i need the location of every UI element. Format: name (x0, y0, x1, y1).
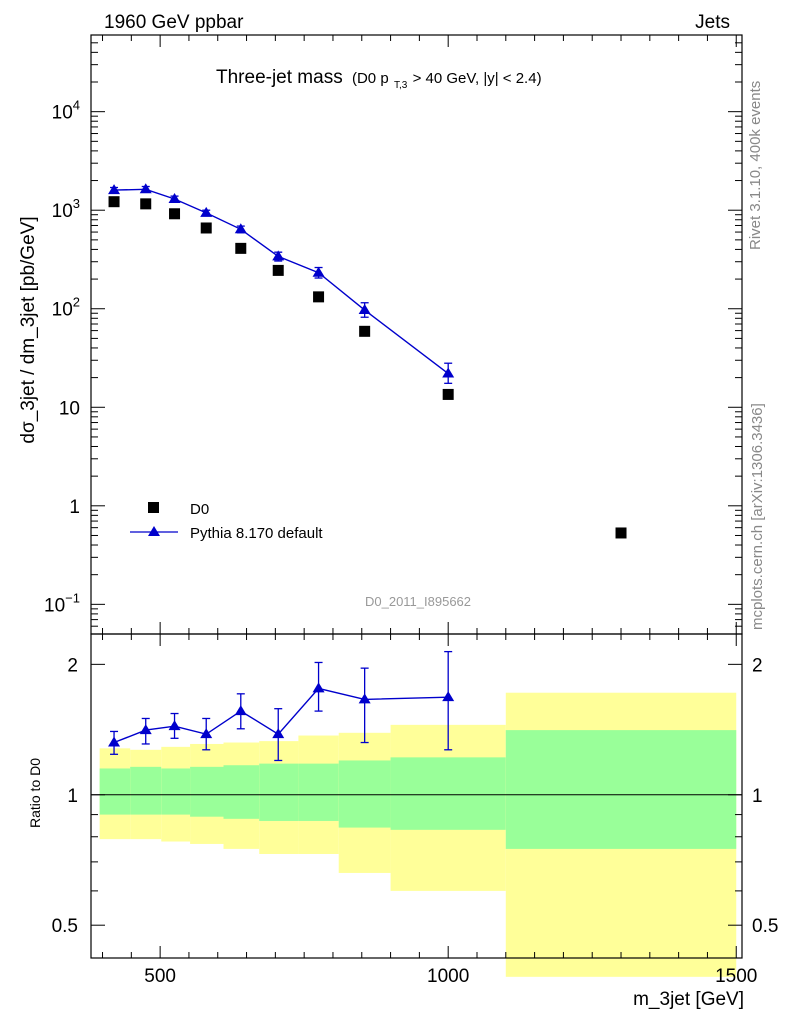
ratio-axis-label: Ratio to D0 (27, 758, 43, 828)
pythia-point-7 (358, 304, 371, 315)
y-tick-exp-0: 4 (73, 98, 80, 113)
y-tick-base-5: 10 (44, 595, 65, 616)
legend-label-pythia: Pythia 8.170 default (190, 525, 323, 542)
ratio-point-3 (200, 728, 213, 739)
ratio-point-4 (234, 705, 247, 716)
y-tick-base-1: 10 (52, 201, 73, 222)
d0-point-8 (442, 388, 454, 400)
chart-title: Three-jet mass (D0 p T,3 > 40 GeV, |y| <… (216, 67, 542, 93)
y-tick-exp-5: −1 (65, 590, 80, 605)
ratio-point-6 (312, 682, 325, 693)
d0-point-0 (108, 196, 120, 208)
ratio-point-2 (168, 720, 181, 731)
x-tick-label-0: 500 (144, 966, 176, 987)
pythia-line (114, 188, 449, 375)
d0-point-3 (200, 222, 212, 234)
chart-title-main: Three-jet mass (216, 67, 343, 88)
ratio-tick-label-r-1: 1 (752, 786, 763, 807)
pythia-point-2 (168, 192, 181, 203)
y-tick-exp-1: 3 (73, 196, 80, 211)
pythia-point-4 (234, 223, 247, 234)
d0-point-1 (140, 198, 152, 210)
band-inner-4 (223, 765, 260, 819)
d0-point-4 (235, 242, 247, 254)
legend-marker-pythia (148, 526, 160, 536)
d0-point-6 (313, 291, 325, 303)
legend-label-d0: D0 (190, 501, 209, 518)
ratio-panel: 500 1000 1500 0.5 0.5 1 1 2 2 (52, 633, 778, 987)
y-tick-label-4: 1 (69, 497, 80, 518)
lower-frame (90, 633, 743, 959)
ratio-point-8 (442, 691, 455, 702)
band-inner-0 (99, 768, 131, 815)
mcplots-label: mcplots.cern.ch [arXiv:1306.3436] (749, 403, 766, 630)
d0-point-9 (615, 527, 627, 539)
y-tick-label-5: 10−1 (44, 590, 80, 616)
energy-label: 1960 GeV ppbar (104, 12, 244, 33)
d0-point-5 (272, 264, 284, 276)
ratio-tick-label-r-2: 2 (752, 655, 763, 676)
upper-frame (90, 34, 743, 635)
y-tick-base-2: 10 (52, 300, 73, 321)
band-inner-5 (259, 763, 299, 821)
ratio-point-1 (139, 724, 152, 735)
d0-point-7 (359, 325, 371, 337)
pythia-point-5 (272, 250, 285, 261)
band-inner-6 (298, 763, 339, 821)
y-tick-label-1: 103 (52, 196, 80, 222)
chart-title-detail: (D0 p (352, 70, 389, 87)
x-axis-label: m_3jet [GeV] (633, 989, 744, 1010)
band-inner-3 (190, 766, 224, 817)
rivet-label: Rivet 3.1.10, 400k events (747, 81, 764, 250)
y-tick-exp-2: 2 (73, 295, 80, 310)
d0-point-2 (169, 208, 181, 220)
category-label: Jets (695, 12, 730, 33)
y-tick-label-2: 102 (52, 295, 80, 321)
ratio-point-5 (272, 728, 285, 739)
chart-title-detail-tail: > 40 GeV, |y| < 2.4) (413, 70, 542, 87)
pythia-point-8 (442, 367, 455, 378)
ratio-tick-label-l-2: 2 (67, 655, 78, 676)
x-tick-label-1: 1000 (427, 966, 469, 987)
pythia-point-1 (139, 183, 152, 194)
ratio-tick-label-r-0: 0.5 (752, 916, 778, 937)
legend-marker-d0 (148, 502, 159, 513)
y-tick-base-0: 10 (52, 103, 73, 124)
ratio-tick-label-l-0: 0.5 (52, 916, 78, 937)
pythia-point-3 (200, 206, 213, 217)
band-inner-8 (390, 757, 506, 830)
analysis-id: D0_2011_I895662 (365, 594, 471, 609)
pythia-point-6 (312, 266, 325, 277)
y-axis-label: dσ_3jet / dm_3jet [pb/GeV] (18, 216, 39, 443)
y-tick-label-0: 104 (52, 98, 80, 124)
ratio-tick-label-l-1: 1 (67, 786, 78, 807)
y-tick-label-3: 10 (59, 398, 80, 419)
pythia-point-0 (108, 184, 121, 195)
band-inner-2 (161, 768, 191, 815)
band-inner-7 (338, 760, 391, 828)
ratio-point-7 (358, 693, 371, 704)
x-tick-label-2: 1500 (715, 966, 757, 987)
ratio-point-0 (108, 736, 121, 747)
band-inner-1 (130, 766, 162, 815)
legend: D0 Pythia 8.170 default (130, 501, 323, 542)
chart-title-detail-sub: T,3 (394, 80, 408, 91)
band-inner-9 (505, 730, 737, 849)
